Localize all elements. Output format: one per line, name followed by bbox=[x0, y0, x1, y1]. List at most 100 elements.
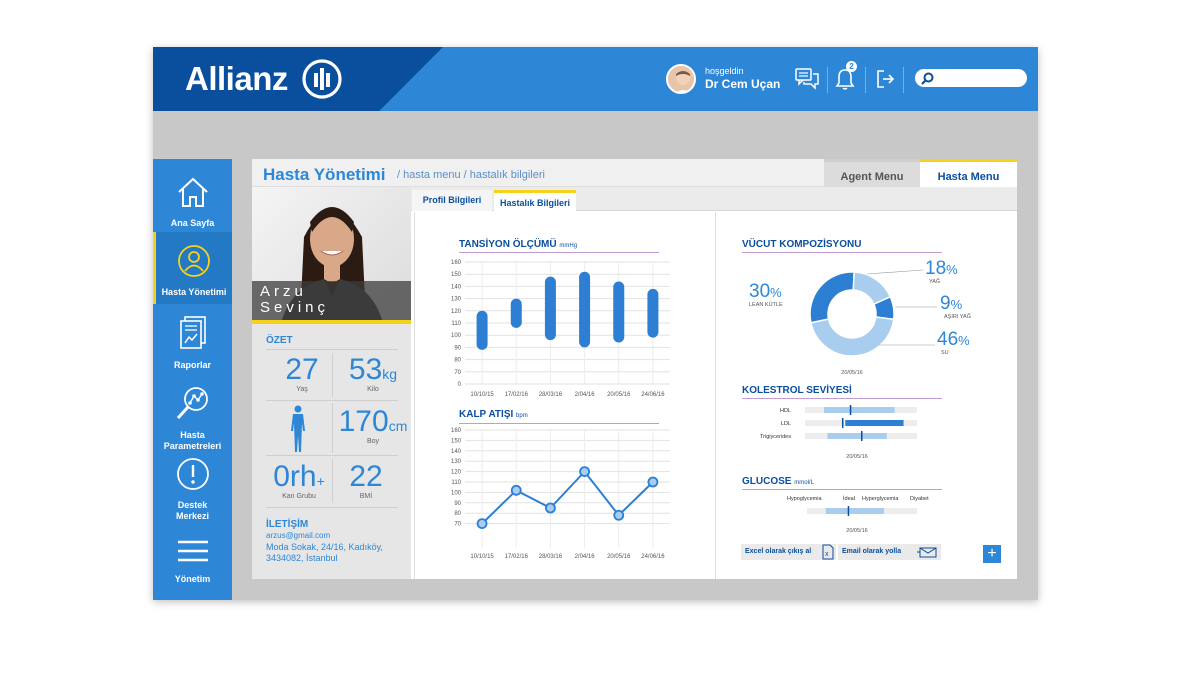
sidebar: Ana Sayfa Hasta Yönetimi Raporlar bbox=[153, 159, 232, 600]
range-bar bbox=[824, 407, 895, 413]
bp-chart-unit: mmHg bbox=[559, 243, 577, 249]
y-tick-label: 140 bbox=[451, 284, 462, 290]
user-name[interactable]: Dr Cem Uçan bbox=[705, 77, 780, 91]
sidebar-item-label: Ana Sayfa bbox=[153, 218, 232, 229]
y-tick-label: 130 bbox=[451, 297, 462, 303]
summary-label: ÖZET bbox=[266, 335, 293, 346]
mail-icon[interactable] bbox=[917, 547, 937, 558]
bp-chart-title: TANSİYON ÖLÇÜMÜ mmHg bbox=[459, 239, 577, 250]
breadcrumb[interactable]: / hasta menu / hastalık bilgileri bbox=[397, 169, 545, 181]
y-tick-label: 110 bbox=[451, 321, 461, 327]
contact-label: İLETİŞİM bbox=[266, 519, 308, 530]
donut-slice bbox=[810, 272, 854, 323]
separator bbox=[827, 67, 828, 93]
notification-badge[interactable]: 2 bbox=[846, 61, 857, 72]
glucose-chart: Hypoglycemia İdeal Hyperglycemia Diyabet20/… bbox=[737, 492, 977, 542]
blood-sign: + bbox=[317, 473, 325, 489]
blood-label: Kan Grubu bbox=[266, 493, 332, 500]
patient-photo: Arzu Sevinç bbox=[252, 187, 411, 320]
y-tick-label: 90 bbox=[454, 501, 461, 507]
slice-value: 9% bbox=[940, 293, 963, 314]
y-tick-label: 160 bbox=[451, 260, 462, 266]
search-icon[interactable] bbox=[921, 72, 935, 85]
value-marker bbox=[850, 405, 852, 415]
greeting-text: hoşgeldin bbox=[705, 66, 744, 76]
row-label: HDL bbox=[780, 408, 791, 414]
bp-range-bar bbox=[511, 299, 522, 328]
blood-value: 0rh bbox=[273, 460, 316, 493]
patient-address-line2: 3434082, İstanbul bbox=[266, 553, 338, 564]
bp-range-bar bbox=[477, 311, 488, 350]
patient-email[interactable]: arzus@gmail.com bbox=[266, 530, 330, 541]
patient-address-line1: Moda Sokak, 24/16, Kadıköy, bbox=[266, 542, 383, 553]
hr-chart-unit: bpm bbox=[516, 413, 528, 419]
excel-icon[interactable]: x bbox=[821, 544, 835, 560]
sidebar-item-label: Hasta bbox=[153, 430, 232, 441]
hr-series-line bbox=[482, 472, 653, 524]
y-tick-label: 160 bbox=[451, 428, 462, 434]
value-marker bbox=[842, 418, 844, 428]
row-label: LDL bbox=[781, 421, 791, 427]
slice-label: SU bbox=[941, 350, 949, 356]
weight-unit: kg bbox=[382, 366, 397, 382]
tab-hasta-menu[interactable]: Hasta Menu bbox=[920, 159, 1017, 187]
x-tick-label: 10/10/15 bbox=[470, 392, 494, 398]
brand-name[interactable]: Allianz bbox=[185, 60, 288, 98]
blood-stat: 0rh+ Kan Grubu bbox=[266, 462, 332, 500]
y-tick-label: 150 bbox=[451, 438, 462, 444]
sub-tabs: Profil Bilgileri Hastalık Bilgileri bbox=[411, 187, 1017, 211]
slice-value: 46% bbox=[937, 329, 970, 350]
zone-label: Hypoglycemia bbox=[787, 496, 822, 502]
logout-icon[interactable] bbox=[875, 67, 895, 91]
sidebar-item-hasta-yonetimi[interactable]: Hasta Yönetimi bbox=[153, 232, 232, 304]
value-marker bbox=[861, 431, 863, 441]
glucose-unit: mmol/L bbox=[794, 480, 814, 486]
sidebar-item-yonetim[interactable]: Yönetim bbox=[153, 537, 232, 587]
range-bar bbox=[845, 420, 903, 426]
main-panel: Hasta Yönetimi / hasta menu / hastalık b… bbox=[252, 159, 1017, 579]
weight-stat: 53kg Kilo bbox=[338, 355, 408, 393]
value-marker bbox=[848, 506, 850, 516]
sidebar-item-raporlar[interactable]: Raporlar bbox=[153, 315, 232, 373]
sidebar-item-label: Hasta Yönetimi bbox=[156, 287, 232, 298]
y-tick-label: 120 bbox=[451, 309, 462, 315]
tab-hastalik-bilgileri[interactable]: Hastalık Bilgileri bbox=[494, 190, 576, 211]
sidebar-item-label: Merkezi bbox=[153, 511, 232, 522]
tab-profil-bilgileri[interactable]: Profil Bilgileri bbox=[412, 190, 492, 211]
user-icon bbox=[177, 244, 211, 278]
email-send-label: Email olarak yolla bbox=[842, 548, 901, 555]
add-button[interactable]: + bbox=[983, 545, 1001, 563]
bp-range-bar bbox=[613, 282, 624, 343]
zone-label: İdeal bbox=[843, 495, 855, 502]
weight-value: 53 bbox=[349, 353, 382, 386]
divider bbox=[332, 403, 333, 453]
y-tick-label: 100 bbox=[451, 333, 462, 339]
avatar[interactable] bbox=[666, 64, 696, 94]
hr-point bbox=[614, 511, 623, 520]
page-title: Hasta Yönetimi bbox=[263, 165, 386, 185]
disease-info-content: TANSİYON ÖLÇÜMÜ mmHg 0 70 80 90 100 110 120 130… bbox=[414, 212, 1017, 579]
y-tick-label: 100 bbox=[451, 490, 462, 496]
top-bar: Allianz hoşgeldin Dr Cem Uçan bbox=[153, 47, 1038, 111]
x-tick-label: 28/03/16 bbox=[539, 554, 563, 560]
age-label: Yaş bbox=[272, 386, 332, 393]
sidebar-item-hasta-parametreleri[interactable]: Hasta Parametreleri bbox=[153, 385, 232, 449]
divider bbox=[459, 423, 659, 424]
sidebar-item-destek-merkezi[interactable]: Destek Merkezi bbox=[153, 457, 232, 519]
patient-last-name: Sevinç bbox=[260, 299, 329, 316]
divider bbox=[742, 398, 942, 399]
y-tick-label: 90 bbox=[454, 345, 461, 351]
x-tick-label: 24/06/16 bbox=[641, 392, 665, 398]
cholesterol-title: KOLESTROL SEVİYESİ bbox=[742, 385, 852, 396]
slice-value: 30% bbox=[749, 281, 782, 302]
x-tick-label: 2/04/16 bbox=[575, 554, 596, 560]
y-tick-label: 0 bbox=[458, 382, 462, 388]
tab-agent-menu[interactable]: Agent Menu bbox=[824, 159, 920, 187]
bp-chart: 0 70 80 90 100 110 120 130 140 150 160 10/10/15 17/0… bbox=[435, 256, 675, 401]
chat-icon[interactable] bbox=[794, 67, 820, 91]
home-icon bbox=[176, 175, 210, 209]
x-tick-label: 20/05/16 bbox=[607, 554, 631, 560]
sidebar-item-ana-sayfa[interactable]: Ana Sayfa bbox=[153, 175, 232, 231]
y-tick-label: 130 bbox=[451, 459, 462, 465]
report-icon bbox=[176, 315, 210, 351]
